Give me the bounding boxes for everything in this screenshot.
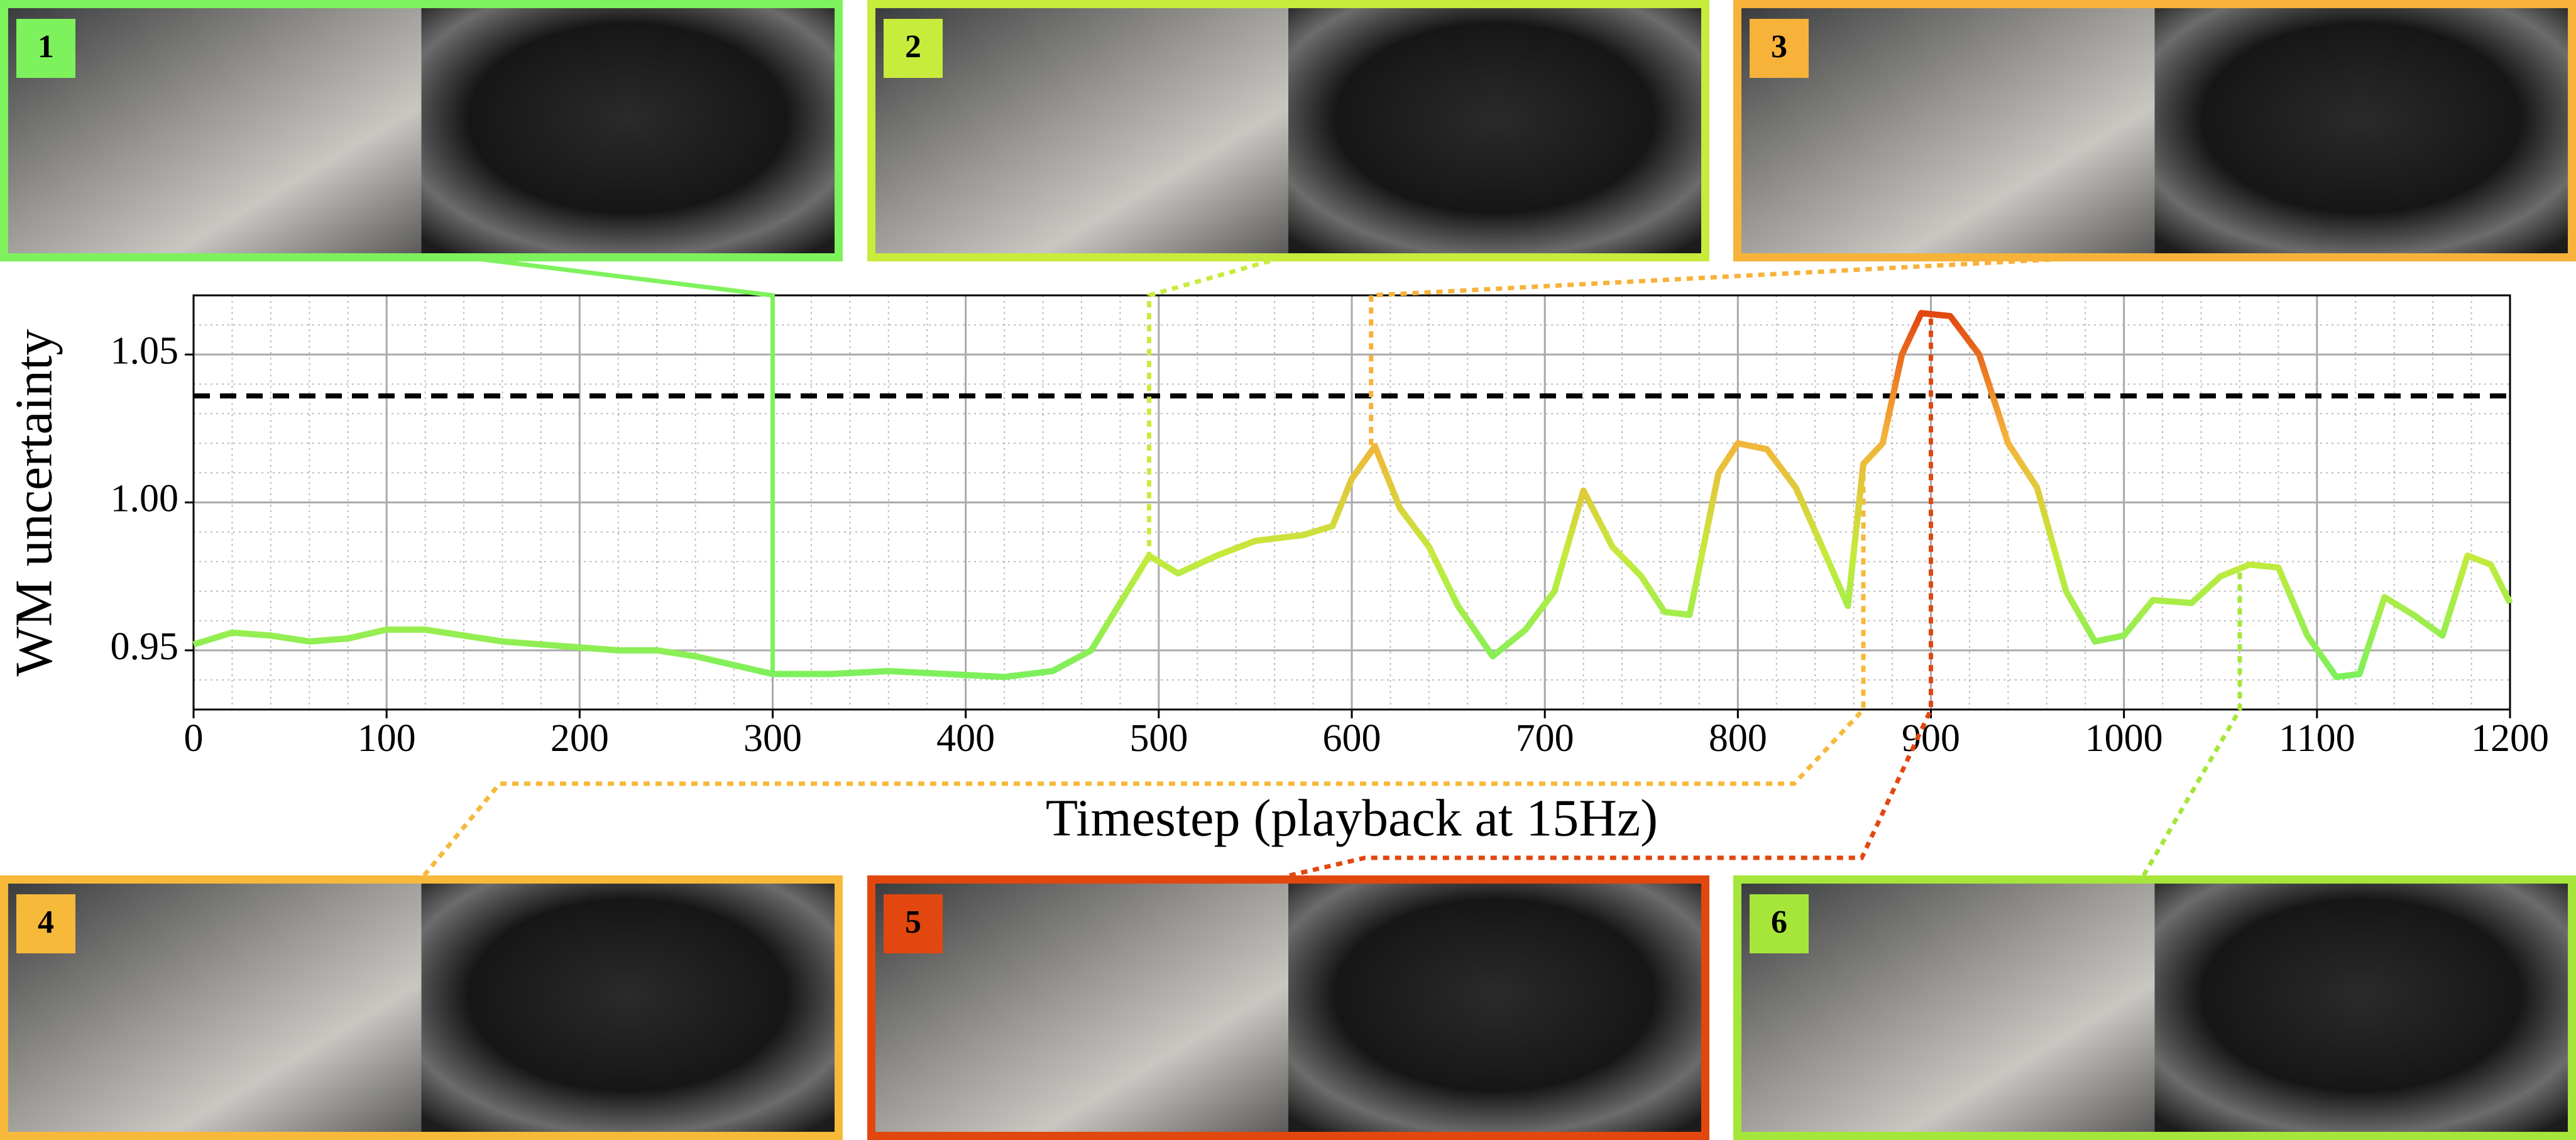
panel: 6 bbox=[1733, 875, 2576, 1140]
connector bbox=[468, 255, 775, 674]
y-axis-label: WM uncertainty bbox=[4, 329, 63, 677]
panel: 2 bbox=[867, 0, 1709, 261]
panel: 1 bbox=[0, 0, 843, 261]
x-tick-label: 1000 bbox=[2085, 717, 2163, 760]
panel-image bbox=[421, 884, 835, 1132]
x-tick-label: 400 bbox=[936, 717, 995, 760]
panel-label: 2 bbox=[905, 29, 921, 65]
x-tick-label: 700 bbox=[1516, 717, 1574, 760]
panel-label: 5 bbox=[905, 904, 921, 940]
panel-border bbox=[867, 0, 1709, 261]
panel-badge bbox=[1750, 894, 1809, 953]
panel-badge bbox=[884, 894, 943, 953]
x-tick-label: 300 bbox=[743, 717, 802, 760]
x-tick-label: 1200 bbox=[2471, 717, 2549, 760]
panel-label: 4 bbox=[38, 904, 54, 940]
panel-badge bbox=[16, 894, 75, 953]
y-tick-label: 1.00 bbox=[111, 478, 179, 520]
panel-image bbox=[1288, 8, 1701, 253]
panel-image bbox=[1288, 884, 1701, 1132]
panel-image bbox=[1741, 8, 2155, 253]
panel: 3 bbox=[1733, 0, 2576, 261]
panel-border bbox=[867, 875, 1709, 1140]
panel-badge bbox=[884, 19, 943, 78]
panel-label: 1 bbox=[38, 29, 54, 65]
panel-image bbox=[1741, 884, 2155, 1132]
x-tick-label: 100 bbox=[358, 717, 416, 760]
panel-image bbox=[8, 8, 422, 253]
panel: 5 bbox=[867, 875, 1709, 1140]
panel-badge bbox=[1750, 19, 1809, 78]
panel-image bbox=[875, 884, 1288, 1132]
panel-image bbox=[8, 884, 422, 1132]
connector bbox=[2141, 568, 2242, 877]
panel-border bbox=[0, 875, 843, 1140]
panel-image bbox=[421, 8, 835, 253]
panel-image bbox=[875, 8, 1288, 253]
connector bbox=[1289, 314, 1933, 878]
panel: 4 bbox=[0, 875, 843, 1140]
x-tick-label: 900 bbox=[1902, 717, 1960, 760]
panel-border bbox=[1733, 0, 2576, 261]
data-line bbox=[192, 310, 2513, 681]
x-tick-label: 500 bbox=[1129, 717, 1188, 760]
panel-badge bbox=[16, 19, 75, 78]
x-tick-label: 1100 bbox=[2279, 717, 2355, 760]
y-tick-label: 0.95 bbox=[111, 625, 179, 668]
connector bbox=[422, 464, 1866, 877]
panel-image bbox=[2154, 8, 2568, 253]
panel-image bbox=[2154, 884, 2568, 1132]
x-axis-label: Timestep (playback at 15Hz) bbox=[1046, 789, 1658, 847]
connector bbox=[1146, 255, 1282, 556]
panel-label: 6 bbox=[1771, 904, 1787, 940]
panel-border bbox=[1733, 875, 2576, 1140]
panel-border bbox=[0, 0, 843, 261]
x-tick-label: 200 bbox=[551, 717, 609, 760]
panel-label: 3 bbox=[1771, 29, 1787, 65]
x-tick-label: 800 bbox=[1709, 717, 1767, 760]
y-tick-label: 1.05 bbox=[111, 329, 179, 372]
x-tick-label: 0 bbox=[184, 717, 204, 760]
x-tick-label: 600 bbox=[1323, 717, 1381, 760]
